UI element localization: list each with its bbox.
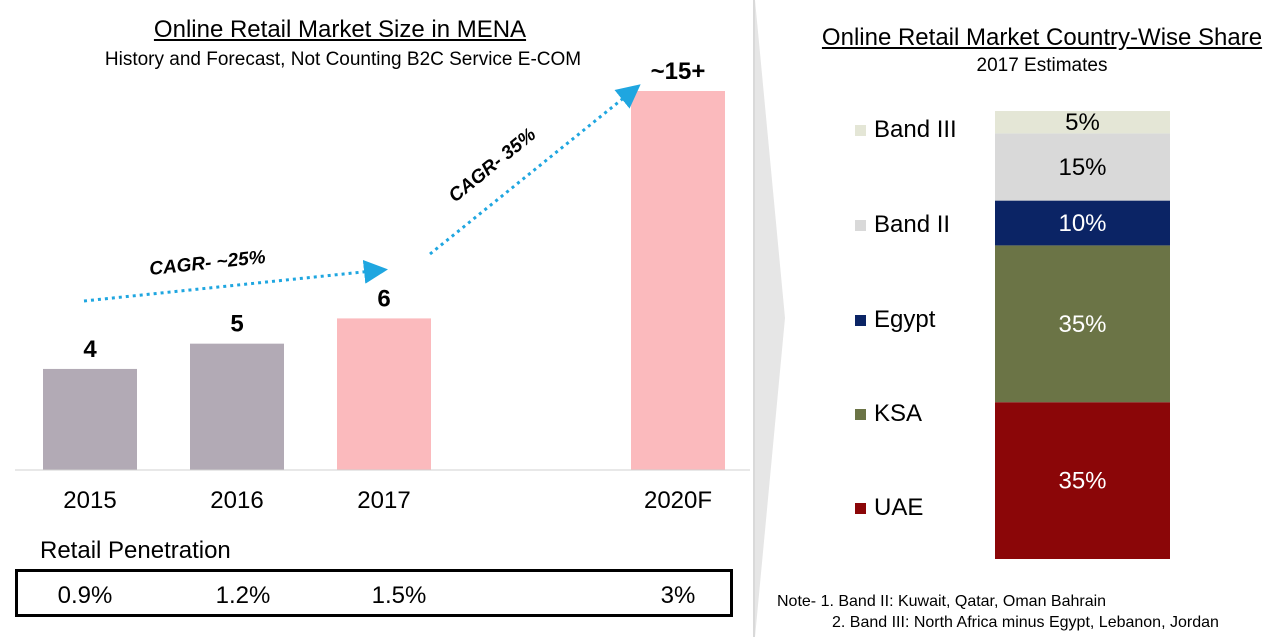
legend-swatch-egypt bbox=[855, 314, 866, 326]
legend-egypt: Egypt bbox=[855, 306, 935, 334]
legend-band-ii: Band II bbox=[855, 211, 950, 239]
left-chart-title: Online Retail Market Size in MENA bbox=[153, 16, 527, 43]
note-line-2: 2. Band III: North Africa minus Egypt, L… bbox=[832, 614, 1219, 631]
x-tick-label: 2020F bbox=[644, 487, 712, 514]
segment-uae bbox=[995, 402, 1170, 559]
bar-2017 bbox=[337, 318, 431, 470]
segment-band-iii bbox=[995, 111, 1170, 134]
bar-2020F bbox=[631, 91, 725, 470]
segment-label: 5% bbox=[1065, 109, 1100, 136]
penetration-2016: 1.2% bbox=[215, 582, 271, 609]
x-tick-label: 2016 bbox=[210, 487, 263, 514]
legend-swatch-ksa bbox=[855, 408, 866, 420]
x-tick-label: 2015 bbox=[63, 487, 116, 514]
segment-ksa bbox=[995, 245, 1170, 403]
legend-label-uae: UAE bbox=[874, 494, 924, 521]
stack-group: 35% 35% 10% 15% 5% bbox=[995, 109, 1170, 559]
legend-label-band-iii: Band III bbox=[874, 116, 957, 143]
legend-ksa: KSA bbox=[855, 400, 922, 428]
cagr-arrow-2 bbox=[429, 84, 641, 256]
segment-egypt bbox=[995, 200, 1170, 246]
left-chart-subtitle: History and Forecast, Not Counting B2C S… bbox=[104, 49, 582, 70]
penetration-2017: 1.5% bbox=[371, 582, 427, 609]
penetration-title: Retail Penetration bbox=[40, 537, 231, 564]
bar-2015 bbox=[43, 368, 137, 470]
chevron-arrow bbox=[755, 0, 785, 637]
bar-value-label: 6 bbox=[377, 285, 390, 312]
segment-label: 35% bbox=[1058, 468, 1106, 495]
note-line-1: Note- 1. Band II: Kuwait, Qatar, Oman Ba… bbox=[777, 593, 1107, 610]
x-tick-label: 2017 bbox=[357, 487, 410, 514]
segment-label: 15% bbox=[1058, 154, 1106, 181]
cagr-arrow-1 bbox=[83, 259, 388, 303]
penetration-2015: 0.9% bbox=[57, 582, 113, 609]
bar-value-label: 5 bbox=[230, 311, 243, 338]
penetration-box bbox=[15, 569, 733, 617]
legend-swatch-uae bbox=[855, 502, 866, 514]
bar-2016 bbox=[190, 343, 284, 470]
legend-swatch-band-ii bbox=[855, 219, 866, 231]
segment-label: 35% bbox=[1058, 311, 1106, 338]
segment-label: 10% bbox=[1058, 210, 1106, 237]
bars-group: 4 2015 5 2016 6 2017 ~15+ 2020F bbox=[43, 58, 725, 514]
legend-uae: UAE bbox=[855, 494, 923, 522]
legend-swatch-band-iii bbox=[855, 124, 866, 136]
section-divider bbox=[753, 0, 755, 637]
right-chart-title: Online Retail Market Country-Wise Share bbox=[821, 24, 1263, 51]
bar-value-label: 4 bbox=[83, 336, 97, 363]
legend-label-egypt: Egypt bbox=[874, 306, 936, 333]
right-chart-subtitle: 2017 Estimates bbox=[976, 55, 1108, 76]
segment-band-ii bbox=[995, 133, 1170, 201]
legend-label-ksa: KSA bbox=[874, 400, 923, 427]
legend-band-iii: Band III bbox=[855, 116, 957, 144]
bar-value-label: ~15+ bbox=[651, 58, 706, 85]
penetration-2020f: 3% bbox=[660, 582, 696, 609]
legend-label-band-ii: Band II bbox=[874, 211, 951, 238]
